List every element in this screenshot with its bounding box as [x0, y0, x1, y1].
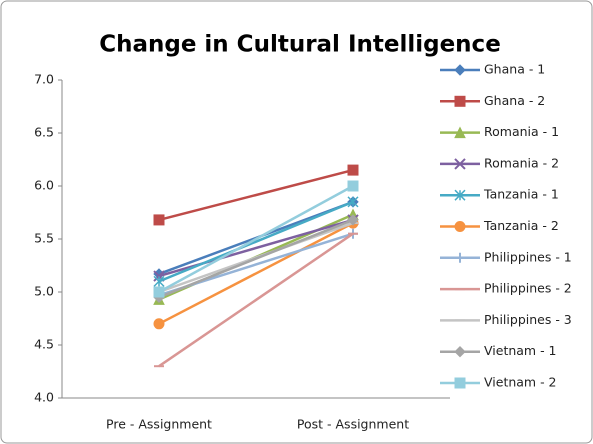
legend-label: Tanzania - 1 [483, 187, 559, 202]
series-line [158, 221, 354, 325]
legend-label: Philippines - 2 [484, 281, 572, 296]
legend-label: Philippines - 3 [484, 312, 572, 327]
marker [153, 275, 165, 287]
y-tick-label: 7.0 [34, 72, 54, 87]
legend-label: Tanzania - 2 [483, 218, 559, 233]
y-tick-label: 5.5 [34, 231, 54, 246]
marker [347, 214, 359, 226]
legend-marker [454, 158, 466, 170]
series-line [158, 232, 354, 368]
legend-marker [454, 345, 466, 358]
legend-label: Ghana - 2 [484, 93, 545, 108]
legend-label: Ghana - 1 [484, 62, 545, 77]
x-tick-label: Post - Assignment [297, 417, 409, 432]
legend-label: Romania - 1 [484, 124, 559, 139]
marker [347, 196, 359, 208]
legend-marker [454, 189, 466, 201]
series-line [158, 168, 354, 222]
marker [347, 164, 359, 176]
legend-label: Romania - 2 [484, 155, 559, 170]
x-tick-label: Pre - Assignment [106, 417, 212, 432]
y-tick-label: 4.0 [34, 390, 54, 405]
marker [153, 318, 165, 330]
y-tick-label: 6.5 [34, 125, 54, 140]
legend-marker [454, 126, 466, 139]
y-tick-label: 5.0 [34, 284, 54, 299]
legend-marker [454, 377, 466, 389]
legend-marker [454, 64, 466, 76]
marker [153, 286, 165, 298]
y-tick-label: 4.5 [34, 337, 54, 352]
y-tick-label: 6.0 [34, 178, 54, 193]
chart-title: Change in Cultural Intelligence [99, 32, 501, 58]
series-line [158, 218, 354, 278]
series-line [158, 218, 354, 299]
series-line [158, 184, 354, 294]
legend-label: Vietnam - 2 [484, 375, 557, 390]
series-line [158, 200, 354, 283]
marker [347, 180, 359, 192]
legend-label: Vietnam - 1 [484, 343, 557, 358]
legend-marker [454, 221, 466, 232]
marker [153, 214, 165, 226]
legend-marker [455, 252, 465, 263]
legend-marker [454, 95, 466, 107]
legend-label: Philippines - 1 [484, 249, 572, 264]
